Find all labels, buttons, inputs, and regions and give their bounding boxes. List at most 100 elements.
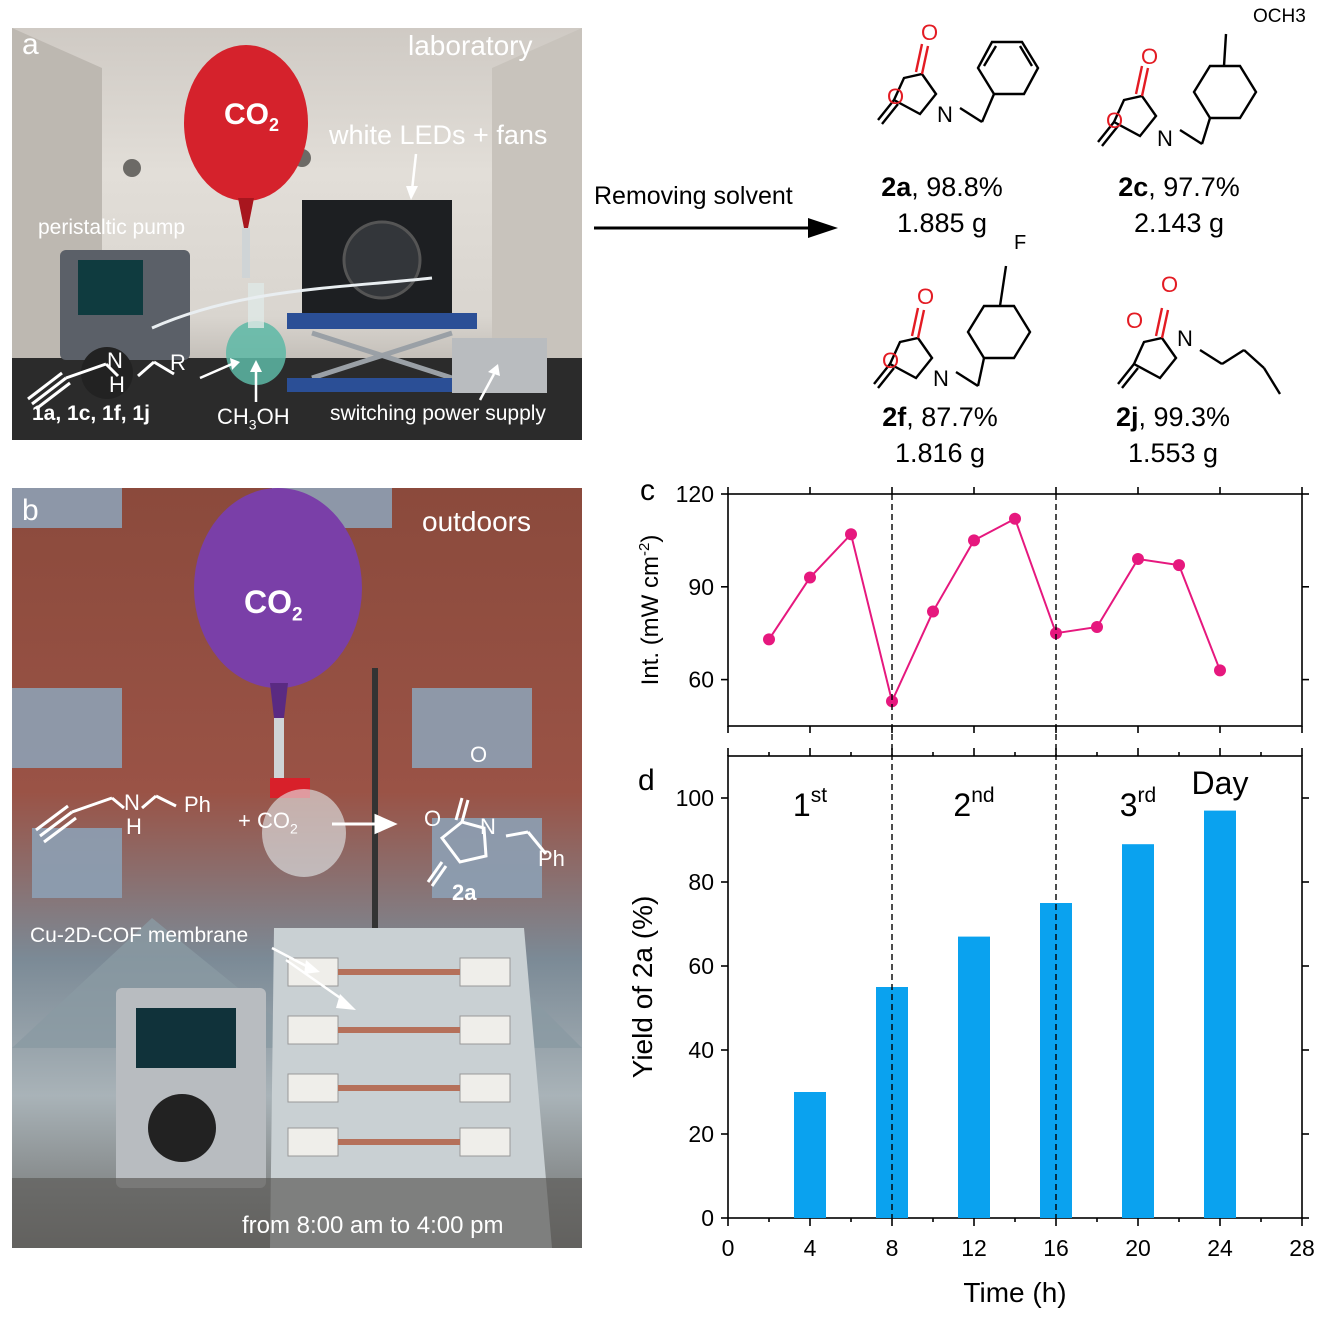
outdoor-photo: b outdoors CO2 N H Ph + CO2 O O N Ph 2a …	[12, 488, 582, 1248]
balloon-b	[194, 488, 362, 688]
structure-2f	[873, 265, 1032, 389]
chart-d-xtick-label: 16	[1043, 1235, 1069, 1261]
reactant-h: H	[126, 814, 142, 839]
balloon-a	[184, 45, 308, 201]
product-2f-yield: 2f, 87.7%	[882, 402, 998, 432]
chart-d-bar	[958, 936, 990, 1218]
svg-text:N: N	[937, 102, 953, 127]
chart-d-bar	[1122, 844, 1154, 1218]
chart-d-ytick-label: 100	[676, 785, 714, 811]
chart-d-ytick-label: 0	[701, 1205, 714, 1231]
product-2c-mass: 2.143 g	[1133, 208, 1225, 238]
reaction-arrow	[594, 218, 838, 238]
chart-d-xtick-label: 0	[722, 1235, 735, 1261]
chart-d-bar	[1204, 810, 1236, 1218]
chart-d-ytick-label: 80	[688, 869, 714, 895]
flask-b	[262, 789, 346, 877]
amine-r: R	[170, 350, 186, 375]
panel-letter-a: a	[22, 28, 39, 61]
reaction-scheme-b	[35, 794, 548, 887]
chart-d-bar	[876, 987, 908, 1218]
membrane-arrows	[271, 946, 356, 1010]
chart-c-point	[1050, 627, 1062, 640]
pump-label: peristaltic pump	[38, 216, 186, 239]
svg-text:N: N	[1177, 326, 1193, 351]
chart-d-xtick-label: 4	[804, 1235, 817, 1261]
chart-d-day-label: 3rd	[1120, 784, 1156, 823]
chart-c-point	[1132, 552, 1144, 565]
structure-2j	[1117, 307, 1282, 395]
chart-d-bar	[794, 1092, 826, 1218]
leds-arrow	[406, 153, 418, 200]
product-2j-mass: 1.553 g	[1127, 438, 1219, 468]
chart-d-day-label: 2nd	[953, 784, 994, 823]
chart-d-ytick-label: 20	[688, 1121, 714, 1147]
chart-d-xtick-label: 20	[1125, 1235, 1151, 1261]
chart-d-ytick-label: 40	[688, 1037, 714, 1063]
product-carbonyl-o: O	[470, 742, 488, 767]
chart-d-xtick-label: 8	[886, 1235, 899, 1261]
och3-substituent: OCH3	[1253, 6, 1306, 27]
chart-c-point	[1214, 664, 1226, 677]
solvent-label: CH3OH	[217, 404, 290, 433]
power-label: switching power supply	[330, 402, 546, 425]
leds-label: white LEDs + fans	[329, 120, 548, 150]
panel-letter-b: b	[22, 494, 39, 527]
svg-text:N: N	[933, 366, 949, 391]
product-ph: Ph	[538, 846, 565, 871]
chart-d-ytick-label: 60	[688, 953, 714, 979]
flask-arrows	[199, 358, 262, 402]
chart-d-xtick-label: 24	[1207, 1235, 1233, 1261]
chart-c-ytick-label: 120	[676, 481, 714, 507]
svg-text:N: N	[1157, 126, 1173, 151]
substrates-label: 1a, 1c, 1f, 1j	[32, 402, 150, 425]
chart-c-point	[1173, 559, 1185, 572]
chart-c-series-line	[768, 517, 1221, 705]
product-2f-mass: 1.816 g	[894, 438, 986, 468]
chart-c-point	[845, 528, 857, 541]
outdoors-label: outdoors	[422, 506, 531, 537]
chart-c-point	[968, 534, 980, 547]
svg-text:O: O	[882, 348, 899, 373]
chart-c-ytick-label: 60	[688, 667, 714, 693]
flask-a	[226, 321, 286, 385]
chart-c-point	[886, 695, 898, 708]
chart-d-day-label: 1st	[793, 784, 827, 823]
chart-d-ylabel: Yield of 2a (%)	[627, 896, 658, 1079]
co2-balloon-label: CO2	[224, 98, 280, 135]
fluoro-substituent: F	[1014, 232, 1027, 254]
chart-d-day-word: Day	[1192, 765, 1249, 801]
svg-text:O: O	[917, 284, 934, 309]
chart-c-point	[1091, 621, 1103, 634]
structure-2a	[877, 40, 1040, 125]
product-2a-mass: 1.885 g	[896, 208, 988, 238]
chart-d-bar	[1040, 903, 1072, 1218]
svg-text:O: O	[1126, 308, 1143, 333]
membrane-label: Cu-2D-COF membrane	[30, 924, 249, 947]
chart-d-xtick-label: 12	[961, 1235, 987, 1261]
chart-c-point	[804, 571, 816, 584]
product-2j-yield: 2j, 99.3%	[1115, 402, 1231, 432]
chart-d-xtick-label: 28	[1289, 1235, 1315, 1261]
svg-text:O: O	[1106, 108, 1123, 133]
chart-d-xlabel: Time (h)	[963, 1277, 1066, 1308]
svg-text:O: O	[921, 20, 938, 45]
chart-c-ytick-label: 90	[688, 574, 714, 600]
chart-c-ylabel: Int. (mW cm-2)	[636, 535, 664, 686]
plus-co2: + CO2	[238, 808, 298, 837]
amine-h: H	[109, 372, 125, 397]
product-2c-yield: 2c, 97.7%	[1118, 172, 1240, 202]
amine-n: N	[107, 348, 123, 373]
removing-solvent-label: Removing solvent	[594, 182, 793, 210]
product-2a-label: 2a	[452, 880, 477, 905]
product-n: N	[480, 814, 496, 839]
chart-c-frame	[727, 493, 1303, 727]
lab-photo: a laboratory CO2 white LEDs + fans peris…	[12, 28, 582, 440]
product-structures: O O N O O N O O N O O N	[873, 20, 1282, 395]
power-arrow	[478, 364, 500, 401]
amine-structure	[27, 360, 175, 410]
svg-text:O: O	[887, 84, 904, 109]
lab-setup-drawing	[12, 28, 582, 440]
product-ring-o: O	[424, 806, 442, 831]
chart-c-point	[763, 633, 775, 646]
